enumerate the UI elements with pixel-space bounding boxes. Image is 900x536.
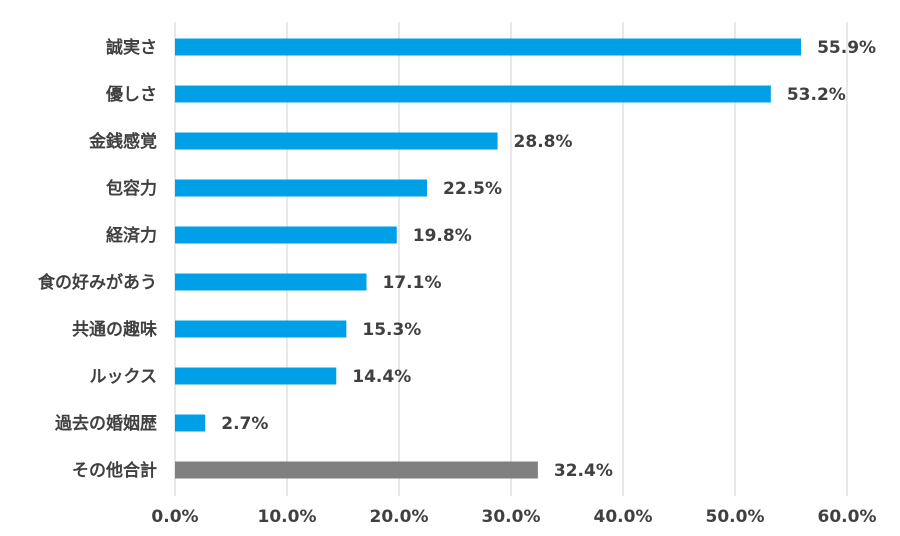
- category-label: その他合計: [72, 460, 157, 481]
- category-label: 経済力: [106, 225, 157, 246]
- category-label: 過去の婚姻歴: [55, 413, 157, 434]
- data-labels: 55.9% 53.2% 28.8% 22.5% 19.8% 17.1% 15.3% 14.4%…: [221, 38, 876, 481]
- bar: [175, 414, 206, 432]
- data-label: 28.8%: [514, 132, 573, 152]
- category-label: 誠実さ: [106, 37, 157, 58]
- category-label: ルックス: [90, 367, 158, 387]
- category-label: 金銭感覚: [88, 131, 157, 152]
- bars: [175, 38, 802, 479]
- bar: [175, 273, 367, 291]
- x-axis-tick-labels: 0.0% 10.0% 20.0% 30.0% 40.0% 50.0% 60.0%: [151, 507, 876, 527]
- x-tick-label: 40.0%: [594, 507, 653, 527]
- data-label: 55.9%: [817, 38, 876, 58]
- bar: [175, 179, 427, 197]
- bar: [175, 461, 538, 479]
- category-label: 共通の趣味: [72, 319, 157, 340]
- bar: [175, 85, 771, 103]
- category-labels: 誠実さ優しさ金銭感覚包容力経済力食の好みがあう共通の趣味ルックス過去の婚姻歴その…: [38, 37, 157, 481]
- x-tick-label: 50.0%: [706, 507, 765, 527]
- bar: [175, 320, 347, 338]
- data-label: 15.3%: [362, 320, 421, 340]
- bar: [175, 132, 498, 150]
- bar: [175, 226, 397, 244]
- data-label: 22.5%: [443, 179, 502, 199]
- data-label: 2.7%: [221, 414, 268, 434]
- category-label: 包容力: [106, 178, 157, 199]
- category-label: 優しさ: [105, 84, 157, 105]
- data-label: 19.8%: [413, 226, 472, 246]
- x-tick-label: 10.0%: [258, 507, 317, 527]
- x-tick-label: 60.0%: [818, 507, 877, 527]
- x-tick-label: 20.0%: [370, 507, 429, 527]
- x-tick-label: 0.0%: [151, 507, 198, 527]
- x-tick-label: 30.0%: [482, 507, 541, 527]
- category-label: 食の好みがあう: [38, 272, 157, 293]
- bar: [175, 367, 337, 385]
- bar: [175, 38, 802, 56]
- data-label: 53.2%: [787, 85, 846, 105]
- data-label: 14.4%: [352, 367, 411, 387]
- data-label: 17.1%: [383, 273, 442, 293]
- data-label: 32.4%: [554, 461, 613, 481]
